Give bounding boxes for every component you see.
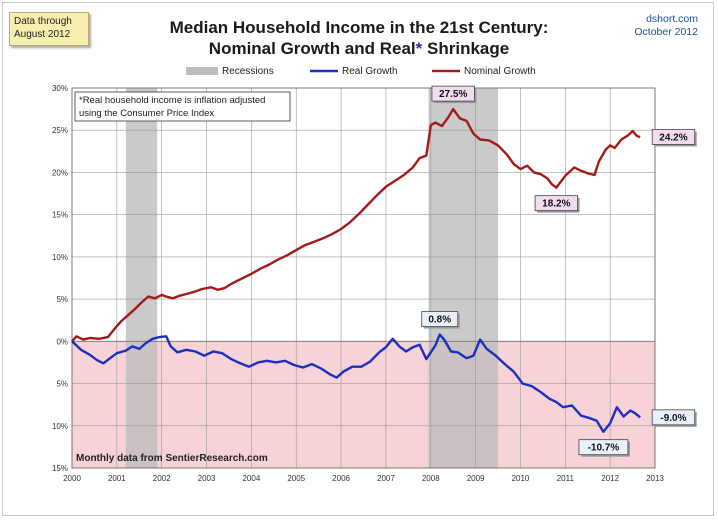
callout-label-2: 24.2% <box>659 132 687 143</box>
chart-title-line1: Median Household Income in the 21st Cent… <box>169 18 549 37</box>
x-tick-label-6: 2006 <box>332 474 350 483</box>
nominal-growth-line <box>71 107 641 343</box>
data-through-note: Data through August 2012 <box>9 12 89 46</box>
y-tick-label-4: 10% <box>52 253 68 262</box>
callout-label-0: 27.5% <box>439 89 467 100</box>
callout-box-5 <box>651 409 696 426</box>
chart-title-star: * <box>415 39 423 58</box>
x-tick-label-12: 2012 <box>601 474 619 483</box>
callout-label-5: -9.0% <box>660 413 686 424</box>
x-tick-label-1: 2001 <box>108 474 126 483</box>
cpi-annotation-line2: using the Consumer Price Index <box>79 108 214 119</box>
x-tick-label-4: 2004 <box>242 474 260 483</box>
legend-label-2: Nominal Growth <box>464 66 536 77</box>
x-tick-label-2: 2002 <box>153 474 171 483</box>
chart-title-line2-b: Shrinkage <box>422 39 510 58</box>
legend-label-0: Recessions <box>222 66 274 77</box>
real-growth-line <box>71 333 641 433</box>
y-tick-label-0: 30% <box>52 84 68 93</box>
legend-label-1: Real Growth <box>342 66 398 77</box>
callout-box-2 <box>651 129 696 145</box>
y-tick-label-6: 0% <box>56 337 68 346</box>
x-tick-label-8: 2008 <box>422 474 440 483</box>
source-footnote: Monthly data from SentierResearch.com <box>76 453 268 464</box>
callout-box-4 <box>578 439 629 456</box>
y-tick-label-3: 15% <box>52 211 68 220</box>
y-tick-label-9: 15% <box>52 464 68 473</box>
y-tick-label-1: 25% <box>52 126 68 135</box>
chart-title-line2-a: Nominal Growth and Real <box>208 39 416 58</box>
x-tick-label-11: 2011 <box>557 474 575 483</box>
source-credit: dshort.com October 2012 <box>634 13 698 39</box>
callout-box-0 <box>431 85 475 102</box>
x-tick-label-13: 2013 <box>646 474 664 483</box>
x-tick-label-3: 2003 <box>198 474 216 483</box>
callout-label-4: -10.7% <box>588 443 620 454</box>
cpi-annotation-box <box>74 91 291 122</box>
negative-zone <box>72 341 655 468</box>
x-tick-label-7: 2007 <box>377 474 395 483</box>
callout-label-3: 0.8% <box>428 315 451 326</box>
y-tick-label-5: 5% <box>56 295 68 304</box>
y-tick-label-8: 10% <box>52 422 68 431</box>
data-through-line2: August 2012 <box>14 29 71 40</box>
data-through-line1: Data through <box>14 16 72 27</box>
callout-box-1 <box>534 195 578 212</box>
chart-title: Median Household Income in the 21st Cent… <box>0 17 718 59</box>
x-tick-label-5: 2005 <box>287 474 305 483</box>
legend-swatch-recessions <box>186 67 218 75</box>
source-site: dshort.com <box>646 13 698 25</box>
callout-label-1: 18.2% <box>542 199 570 210</box>
callout-box-3 <box>421 311 459 327</box>
chart-title-line2: Nominal Growth and Real* Shrinkage <box>0 38 718 59</box>
source-date: October 2012 <box>634 26 698 38</box>
recession-band-2 <box>428 88 499 468</box>
cpi-annotation-line1: *Real household income is inflation adju… <box>79 95 265 106</box>
x-tick-label-0: 2000 <box>63 474 81 483</box>
y-tick-label-2: 20% <box>52 168 68 177</box>
y-tick-label-7: 5% <box>56 380 68 389</box>
x-tick-label-9: 2009 <box>467 474 485 483</box>
x-tick-label-10: 2010 <box>512 474 530 483</box>
plot-border <box>71 87 656 469</box>
recession-band-1 <box>125 88 158 468</box>
